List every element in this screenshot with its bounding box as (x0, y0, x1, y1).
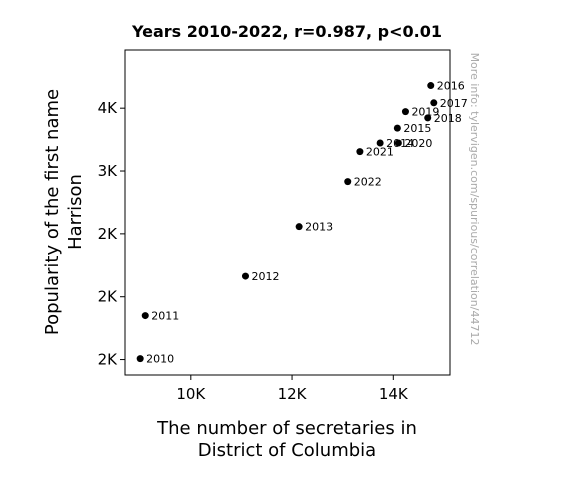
data-point-label: 2019 (411, 106, 439, 119)
data-point (241, 272, 249, 280)
y-tick-label: 4K (98, 99, 119, 117)
data-point-label: 2018 (434, 112, 462, 125)
data-point (424, 114, 432, 122)
y-axis-label-line-2: Harrison (65, 174, 86, 250)
data-point (141, 312, 149, 320)
data-point-label: 2011 (151, 310, 179, 323)
x-axis-ticks: 10K 12K 14K (176, 375, 409, 403)
data-point (401, 108, 409, 116)
data-point (376, 139, 384, 147)
data-point (295, 223, 303, 231)
data-point-label: 2021 (366, 146, 394, 159)
plot-area (124, 49, 451, 376)
data-point (344, 178, 352, 186)
data-point (356, 148, 364, 156)
x-axis-label-line-2: District of Columbia (198, 440, 376, 461)
data-point (136, 355, 144, 363)
x-tick-label: 10K (176, 385, 206, 403)
data-point-label: 2020 (404, 137, 432, 150)
data-point-label: 2010 (146, 353, 174, 366)
data-point (394, 139, 402, 147)
data-point-label: 2015 (403, 122, 431, 135)
data-point-label: 2022 (354, 176, 382, 189)
x-axis-label-line-1: The number of secretaries in (156, 418, 417, 439)
y-tick-label: 2K (98, 225, 119, 243)
data-point (393, 124, 401, 132)
y-tick-label: 2K (98, 351, 119, 369)
data-point-label: 2017 (440, 97, 468, 110)
y-tick-label: 2K (98, 288, 119, 306)
y-axis-ticks: 2K 2K 2K 3K 4K (98, 99, 125, 369)
data-point (430, 99, 438, 107)
x-tick-label: 14K (379, 385, 409, 403)
chart-title: Years 2010-2022, r=0.987, p<0.01 (131, 22, 442, 41)
data-points: 2010201120122013201420152016201720182019… (136, 80, 468, 366)
y-axis-label-line-1: Popularity of the first name (42, 89, 63, 335)
data-point (427, 82, 435, 90)
data-point-label: 2012 (251, 270, 279, 283)
x-tick-label: 12K (278, 385, 308, 403)
source-note: More info: tylervigen.com/spurious/corre… (468, 53, 481, 346)
data-point-label: 2016 (437, 80, 465, 93)
data-point-label: 2013 (305, 221, 333, 234)
y-tick-label: 3K (98, 162, 119, 180)
